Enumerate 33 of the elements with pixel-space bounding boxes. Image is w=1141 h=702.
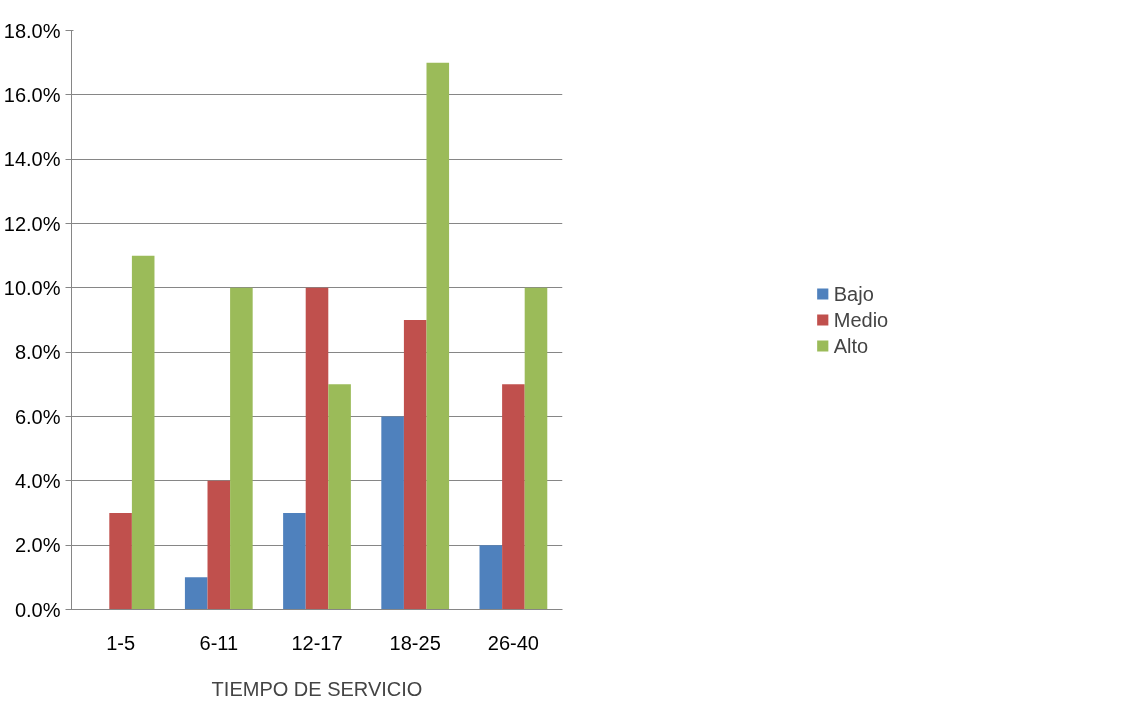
legend-label: Bajo — [833, 282, 874, 305]
y-tick-label: 16.0% — [3, 83, 61, 106]
x-tick-label: 18-25 — [389, 631, 441, 654]
x-tick-label: 6-11 — [199, 631, 239, 654]
bar — [502, 384, 525, 610]
bar — [403, 320, 427, 610]
bar — [426, 62, 450, 610]
y-tick-label: 6.0% — [14, 405, 61, 428]
y-tick-label: 4.0% — [14, 469, 61, 492]
bar — [131, 255, 155, 610]
bar — [184, 577, 208, 610]
y-tick-label: 10.0% — [3, 276, 61, 299]
bar — [109, 513, 132, 610]
bar — [381, 416, 404, 610]
x-tick-label: 1-5 — [106, 631, 136, 654]
legend-label: Alto — [833, 334, 869, 357]
x-axis-title: TIEMPO DE SERVICIO — [211, 677, 423, 700]
bar — [328, 384, 351, 610]
y-tick-label: 8.0% — [14, 341, 61, 364]
legend-label: Medio — [833, 308, 889, 331]
bar — [479, 545, 503, 610]
y-tick-label: 14.0% — [3, 148, 61, 171]
y-tick-label: 18.0% — [3, 19, 61, 42]
bar — [207, 480, 231, 610]
y-tick-label: 12.0% — [3, 212, 61, 235]
x-tick-label: 26-40 — [487, 631, 539, 654]
bar — [283, 513, 306, 610]
x-tick-label: 12-17 — [291, 631, 343, 654]
y-tick-label: 0.0% — [14, 598, 61, 621]
y-tick-label: 2.0% — [14, 534, 61, 557]
bar — [305, 287, 329, 610]
bar — [230, 287, 253, 610]
bar — [524, 287, 548, 610]
